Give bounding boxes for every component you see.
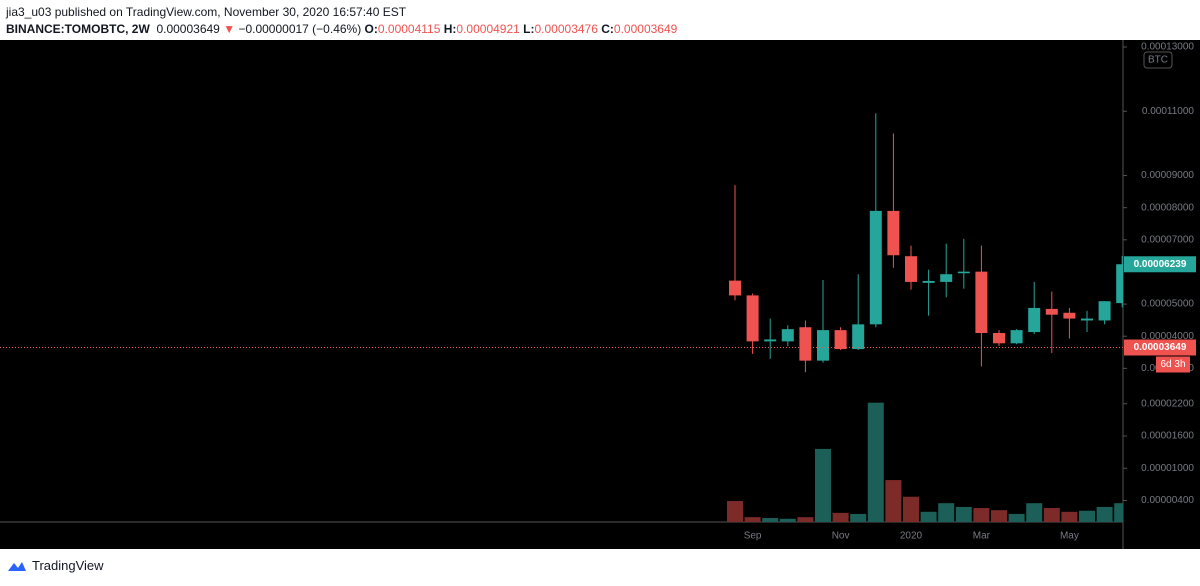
- volume-bar: [867, 402, 884, 522]
- candle-body: [852, 324, 865, 350]
- candle-body: [1063, 312, 1076, 319]
- price: 0.00003649: [156, 22, 220, 36]
- countdown: 6d 3h: [1160, 359, 1185, 370]
- last-price-box: [1124, 256, 1196, 273]
- volume-bar: [903, 496, 919, 522]
- candle-body: [887, 210, 900, 256]
- volume-bar: [955, 506, 972, 522]
- candle-body: [922, 280, 935, 283]
- candle-body: [975, 271, 988, 334]
- ohlc-value: 0.00003476: [534, 22, 598, 36]
- candle-body: [1010, 330, 1023, 344]
- chart-background: [0, 40, 1200, 549]
- volume-bar: [1079, 510, 1095, 522]
- last-price-label: 0.00006239: [1134, 259, 1187, 270]
- symbol: BINANCE:TOMOBTC, 2W: [6, 22, 150, 36]
- ohlc-key: H:: [443, 22, 457, 36]
- volume-bar: [1043, 508, 1060, 522]
- header: jia3_u03 published on TradingView.com, N…: [6, 4, 677, 38]
- volume-bar: [850, 513, 867, 522]
- volume-bar: [1096, 506, 1113, 522]
- volume-bar: [832, 512, 849, 522]
- volume-bar: [1061, 511, 1078, 522]
- volume-bar: [973, 508, 990, 522]
- candle-body: [957, 271, 970, 274]
- current-price-label: 0.00003649: [1134, 342, 1187, 353]
- candle-body: [1116, 264, 1123, 304]
- volume-bar: [815, 448, 831, 522]
- volume-bar: [1114, 503, 1123, 522]
- candle-body: [1028, 307, 1041, 333]
- x-tick-label: May: [1060, 531, 1079, 542]
- candle-body: [817, 330, 829, 361]
- volume-bar: [1026, 503, 1043, 522]
- volume-bar: [885, 480, 902, 522]
- y-tick-label: 0.00007000: [1141, 234, 1194, 245]
- ohlc-value: 0.00004921: [456, 22, 520, 36]
- plot-area: [727, 113, 1123, 522]
- candle-body: [834, 330, 847, 350]
- axis-unit: BTC: [1148, 55, 1168, 66]
- current-price-box: [1124, 339, 1196, 356]
- candle-body: [1081, 318, 1093, 321]
- volume-tick-label: 0.00001000: [1141, 463, 1194, 474]
- y-tick-label: 0.00005000: [1141, 299, 1194, 310]
- y-tick-label: 0.00009000: [1141, 170, 1194, 181]
- ohlc-value: 0.00004115: [377, 22, 441, 36]
- y-tick-label: 0.00004000: [1141, 331, 1194, 342]
- candle-body: [781, 329, 794, 342]
- brand: TradingView: [32, 558, 104, 573]
- candle-body: [799, 327, 812, 361]
- volume-tick-label: 0.00000400: [1141, 495, 1194, 506]
- volume-bar: [1008, 513, 1025, 522]
- unit-box: [1143, 51, 1173, 69]
- chart: BTC 0.000030000.000040000.000050000.0000…: [0, 40, 1200, 549]
- candle-body: [729, 280, 741, 296]
- y-tick-label: 0.00013000: [1141, 42, 1194, 53]
- candle-body: [869, 210, 882, 325]
- volume-bar: [991, 510, 1007, 522]
- candle-body: [993, 333, 1005, 344]
- brand-logo: [8, 561, 26, 571]
- volume-bar: [920, 511, 937, 522]
- candle-body: [905, 256, 917, 282]
- candle-body: [1098, 301, 1111, 321]
- candle-body: [764, 339, 777, 342]
- volume-bar: [744, 517, 761, 522]
- candle-body: [940, 274, 953, 282]
- ohlc-key: L:: [523, 22, 535, 36]
- author-line: jia3_u03 published on TradingView.com, N…: [6, 5, 407, 19]
- volume-bar: [779, 518, 796, 522]
- y-tick-label: 0.00011000: [1142, 106, 1195, 117]
- x-tick-label: 2020: [900, 531, 923, 542]
- volume-tick-label: 0.00002200: [1141, 398, 1194, 409]
- x-tick-label: Mar: [973, 531, 991, 542]
- x-tick-label: Nov: [832, 531, 850, 542]
- ohlc-key: O:: [364, 22, 378, 36]
- countdown-box: [1156, 356, 1190, 373]
- change: −0.00000017 (−0.46%): [238, 22, 362, 36]
- ohlc-value: 0.00003649: [613, 22, 678, 36]
- ohlc-key: C:: [601, 22, 614, 36]
- volume-bar: [727, 501, 743, 522]
- volume-bar: [938, 503, 955, 522]
- candle-body: [746, 295, 759, 342]
- symbol-line: BINANCE:TOMOBTC, 2W 0.00003649 ▼ −0.0000…: [6, 21, 677, 38]
- footer: TradingView: [6, 558, 104, 573]
- x-tick-label: Sep: [744, 531, 762, 542]
- change-arrow: ▼: [223, 22, 236, 36]
- volume-bar: [797, 517, 814, 522]
- candle-body: [1045, 308, 1058, 315]
- y-tick-label: 0.00008000: [1141, 202, 1194, 213]
- volume-tick-label: 0.00001600: [1141, 431, 1194, 442]
- volume-bar: [762, 517, 779, 522]
